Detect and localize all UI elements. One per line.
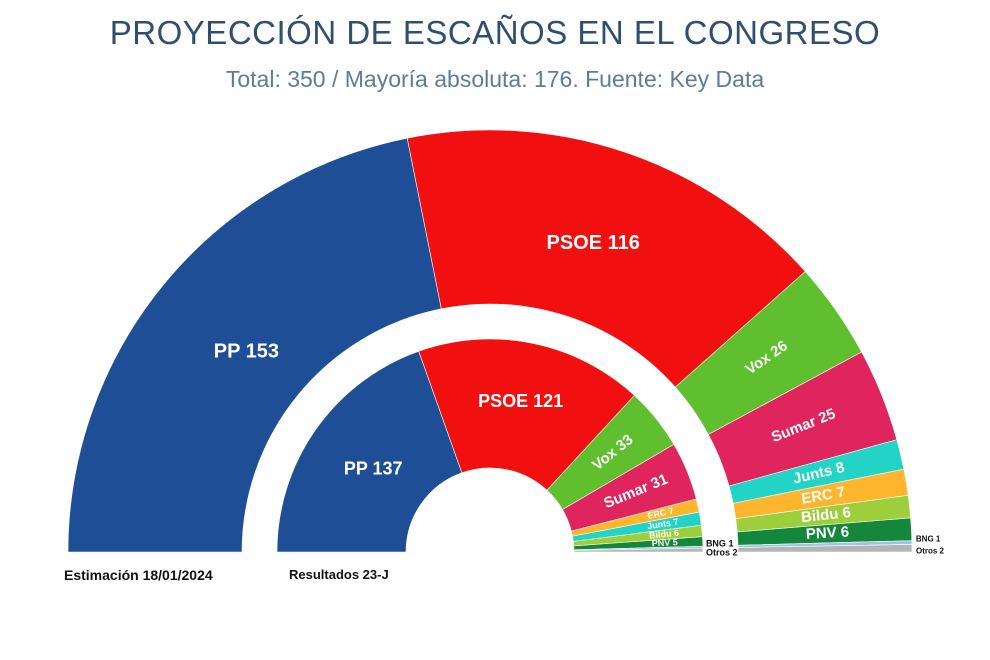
outer-slice-pp <box>67 137 442 553</box>
inner-slice-otros <box>573 547 704 553</box>
caption-estimacion: Estimación 18/01/2024 <box>64 567 213 583</box>
caption-resultados: Resultados 23-J <box>289 567 389 582</box>
inner-label-pnv: PNV 5 <box>652 537 678 548</box>
chart-subtitle: Total: 350 / Mayoría absoluta: 176. Fuen… <box>225 66 765 92</box>
outer-label-psoe: PSOE 116 <box>546 232 639 254</box>
inner-label-pp: PP 137 <box>344 458 403 478</box>
inner-label-bng: BNG 1 <box>706 539 734 549</box>
inner-label-psoe: PSOE 121 <box>478 391 563 411</box>
chart-title: PROYECCIÓN DE ESCAÑOS EN EL CONGRESO <box>109 14 881 51</box>
inner-slice-pp <box>276 350 463 553</box>
outer-ring-estimacion <box>67 129 913 553</box>
inner-label-bildu: Bildu 6 <box>649 528 680 541</box>
outer-label-pp: PP 153 <box>214 341 279 363</box>
inner-slice-psoe <box>418 338 635 491</box>
outer-slice-psoe <box>406 129 806 388</box>
inner-label-otros: Otros 2 <box>706 547 738 557</box>
outer-slice-otros <box>737 544 913 553</box>
inner-label-junts: Junts 7 <box>646 517 679 532</box>
inner-ring-resultados <box>276 338 704 553</box>
outer-label-bng: BNG 1 <box>916 535 941 544</box>
outer-label-otros: Otros 2 <box>916 546 945 555</box>
outer-label-pnv: PNV 6 <box>805 524 849 543</box>
outer-label-bildu: Bildu 6 <box>800 504 852 526</box>
